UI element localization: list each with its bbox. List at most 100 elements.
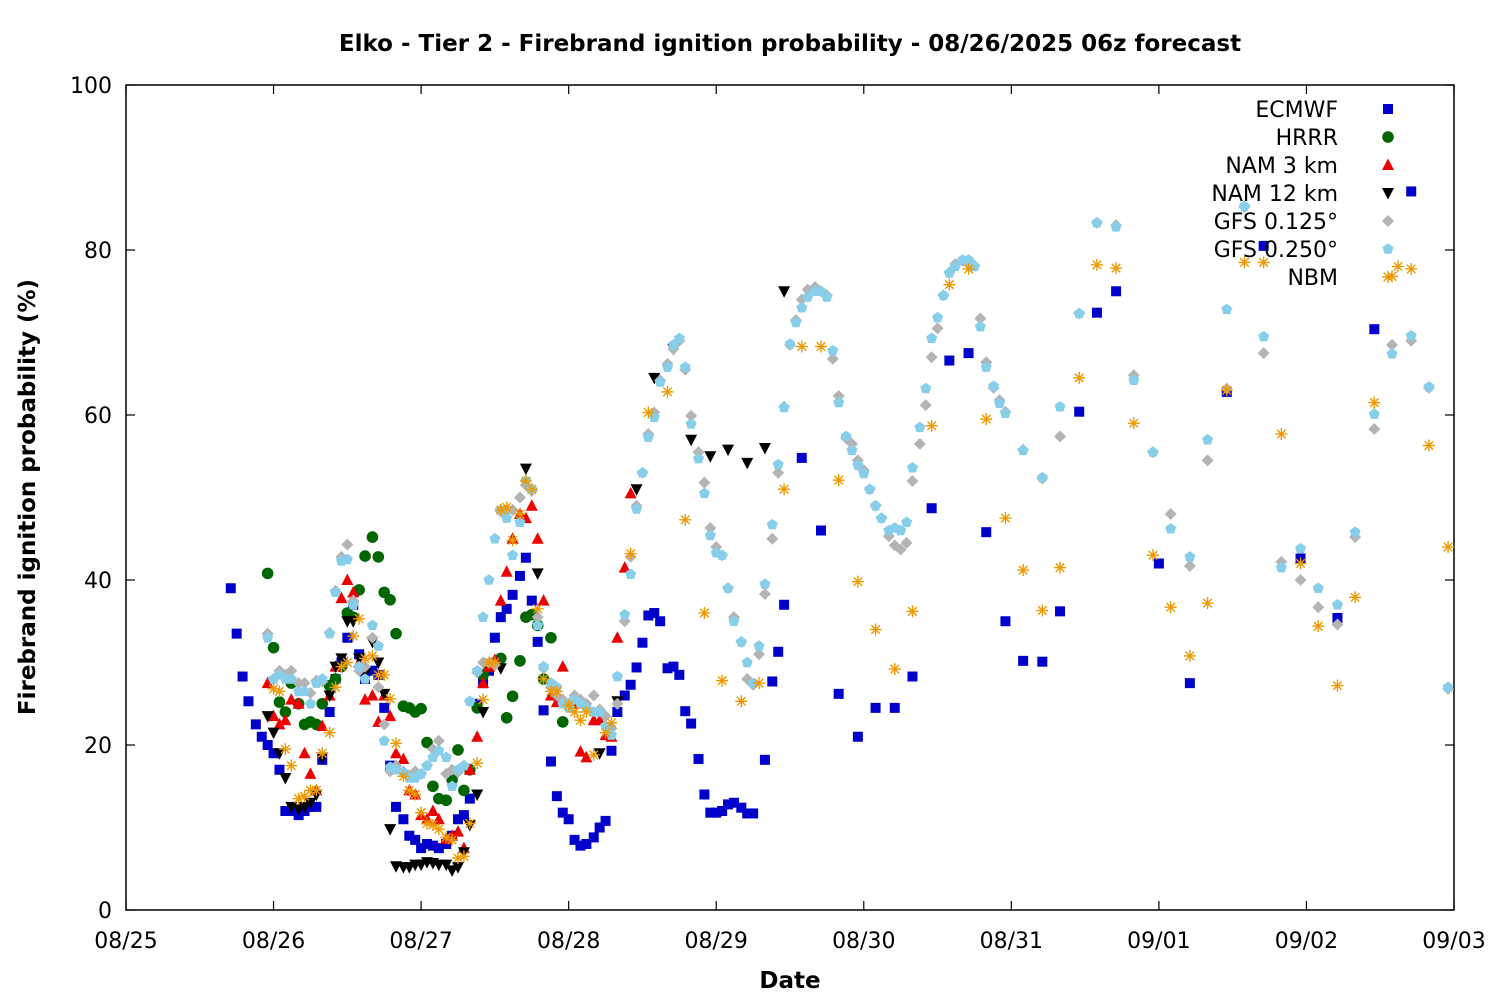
data-point <box>920 382 932 394</box>
data-point <box>453 814 463 825</box>
data-point <box>901 516 913 527</box>
data-point <box>767 676 778 687</box>
x-tick-label: 08/29 <box>685 929 748 954</box>
data-point <box>661 385 674 398</box>
data-point <box>267 709 280 722</box>
data-point <box>772 466 785 479</box>
data-point <box>594 706 606 717</box>
data-point <box>949 260 961 272</box>
x-tick-label: 08/30 <box>832 929 895 954</box>
data-point <box>851 575 864 588</box>
data-point <box>600 815 611 826</box>
data-point <box>267 727 280 740</box>
data-point <box>796 452 807 463</box>
data-point <box>1153 558 1164 569</box>
data-point <box>766 532 779 545</box>
data-point <box>519 475 532 487</box>
data-point <box>1000 616 1011 627</box>
data-point <box>1295 542 1307 554</box>
data-point <box>545 756 556 767</box>
data-point <box>937 289 949 301</box>
data-point <box>815 525 826 536</box>
data-point <box>500 565 513 577</box>
legend-label: NBM <box>1287 266 1338 291</box>
data-point <box>421 759 433 771</box>
data-point <box>963 348 974 359</box>
data-point <box>1201 597 1214 610</box>
data-point <box>557 807 568 818</box>
data-point <box>378 735 390 746</box>
data-point <box>477 611 489 622</box>
data-point <box>568 706 581 718</box>
data-point <box>237 671 248 682</box>
data-point <box>704 522 717 535</box>
data-point <box>1312 582 1324 593</box>
data-point <box>1111 286 1122 297</box>
data-point <box>347 585 360 598</box>
data-point <box>1091 307 1102 318</box>
data-point <box>514 655 526 667</box>
data-point <box>1405 262 1418 275</box>
data-point <box>1331 598 1343 610</box>
data-point <box>1332 612 1343 623</box>
data-point <box>316 747 329 760</box>
data-point <box>722 582 734 593</box>
data-point <box>1017 564 1030 577</box>
data-point <box>758 588 771 601</box>
data-point <box>292 697 305 709</box>
data-point <box>1074 406 1085 417</box>
data-point <box>1147 446 1159 457</box>
data-point <box>759 754 770 765</box>
data-point <box>500 711 513 724</box>
data-point <box>925 351 938 364</box>
data-point <box>471 757 484 770</box>
data-point <box>267 641 280 654</box>
data-point <box>605 716 618 729</box>
data-point <box>705 807 716 818</box>
data-point <box>741 457 754 470</box>
data-point <box>304 797 317 810</box>
data-point <box>273 685 286 698</box>
legend-label: GFS 0.250° <box>1214 238 1338 263</box>
data-point <box>852 459 864 471</box>
data-point <box>262 740 273 750</box>
data-point <box>926 332 938 343</box>
data-point <box>711 807 722 818</box>
data-point <box>391 801 402 812</box>
legend-label: NAM 3 km <box>1225 154 1338 179</box>
data-point <box>231 628 242 639</box>
data-point <box>500 501 513 514</box>
legend-marker <box>1382 243 1394 254</box>
legend-marker <box>1382 188 1394 200</box>
data-point <box>279 713 292 726</box>
data-point <box>766 518 778 530</box>
data-point <box>489 532 501 544</box>
data-point <box>1312 601 1325 614</box>
data-point <box>1349 591 1362 604</box>
data-point <box>1275 427 1288 440</box>
data-point <box>888 663 901 676</box>
data-point <box>262 631 274 643</box>
data-point <box>378 668 391 681</box>
data-point <box>285 759 298 772</box>
data-point <box>378 688 391 701</box>
data-point <box>243 696 254 707</box>
data-point <box>662 663 673 674</box>
data-point <box>353 612 366 625</box>
data-point <box>736 802 747 813</box>
data-point <box>1090 258 1103 271</box>
data-point <box>330 586 342 598</box>
data-point <box>611 670 623 682</box>
data-point <box>384 692 397 705</box>
data-point <box>299 685 311 697</box>
data-point <box>826 352 839 365</box>
data-point <box>538 705 549 716</box>
data-point <box>514 516 526 527</box>
data-point <box>280 806 291 816</box>
data-point <box>631 662 642 673</box>
data-point <box>619 608 631 620</box>
data-point <box>359 673 371 684</box>
data-point <box>833 396 845 408</box>
data-point <box>501 603 512 614</box>
data-point <box>802 291 814 302</box>
